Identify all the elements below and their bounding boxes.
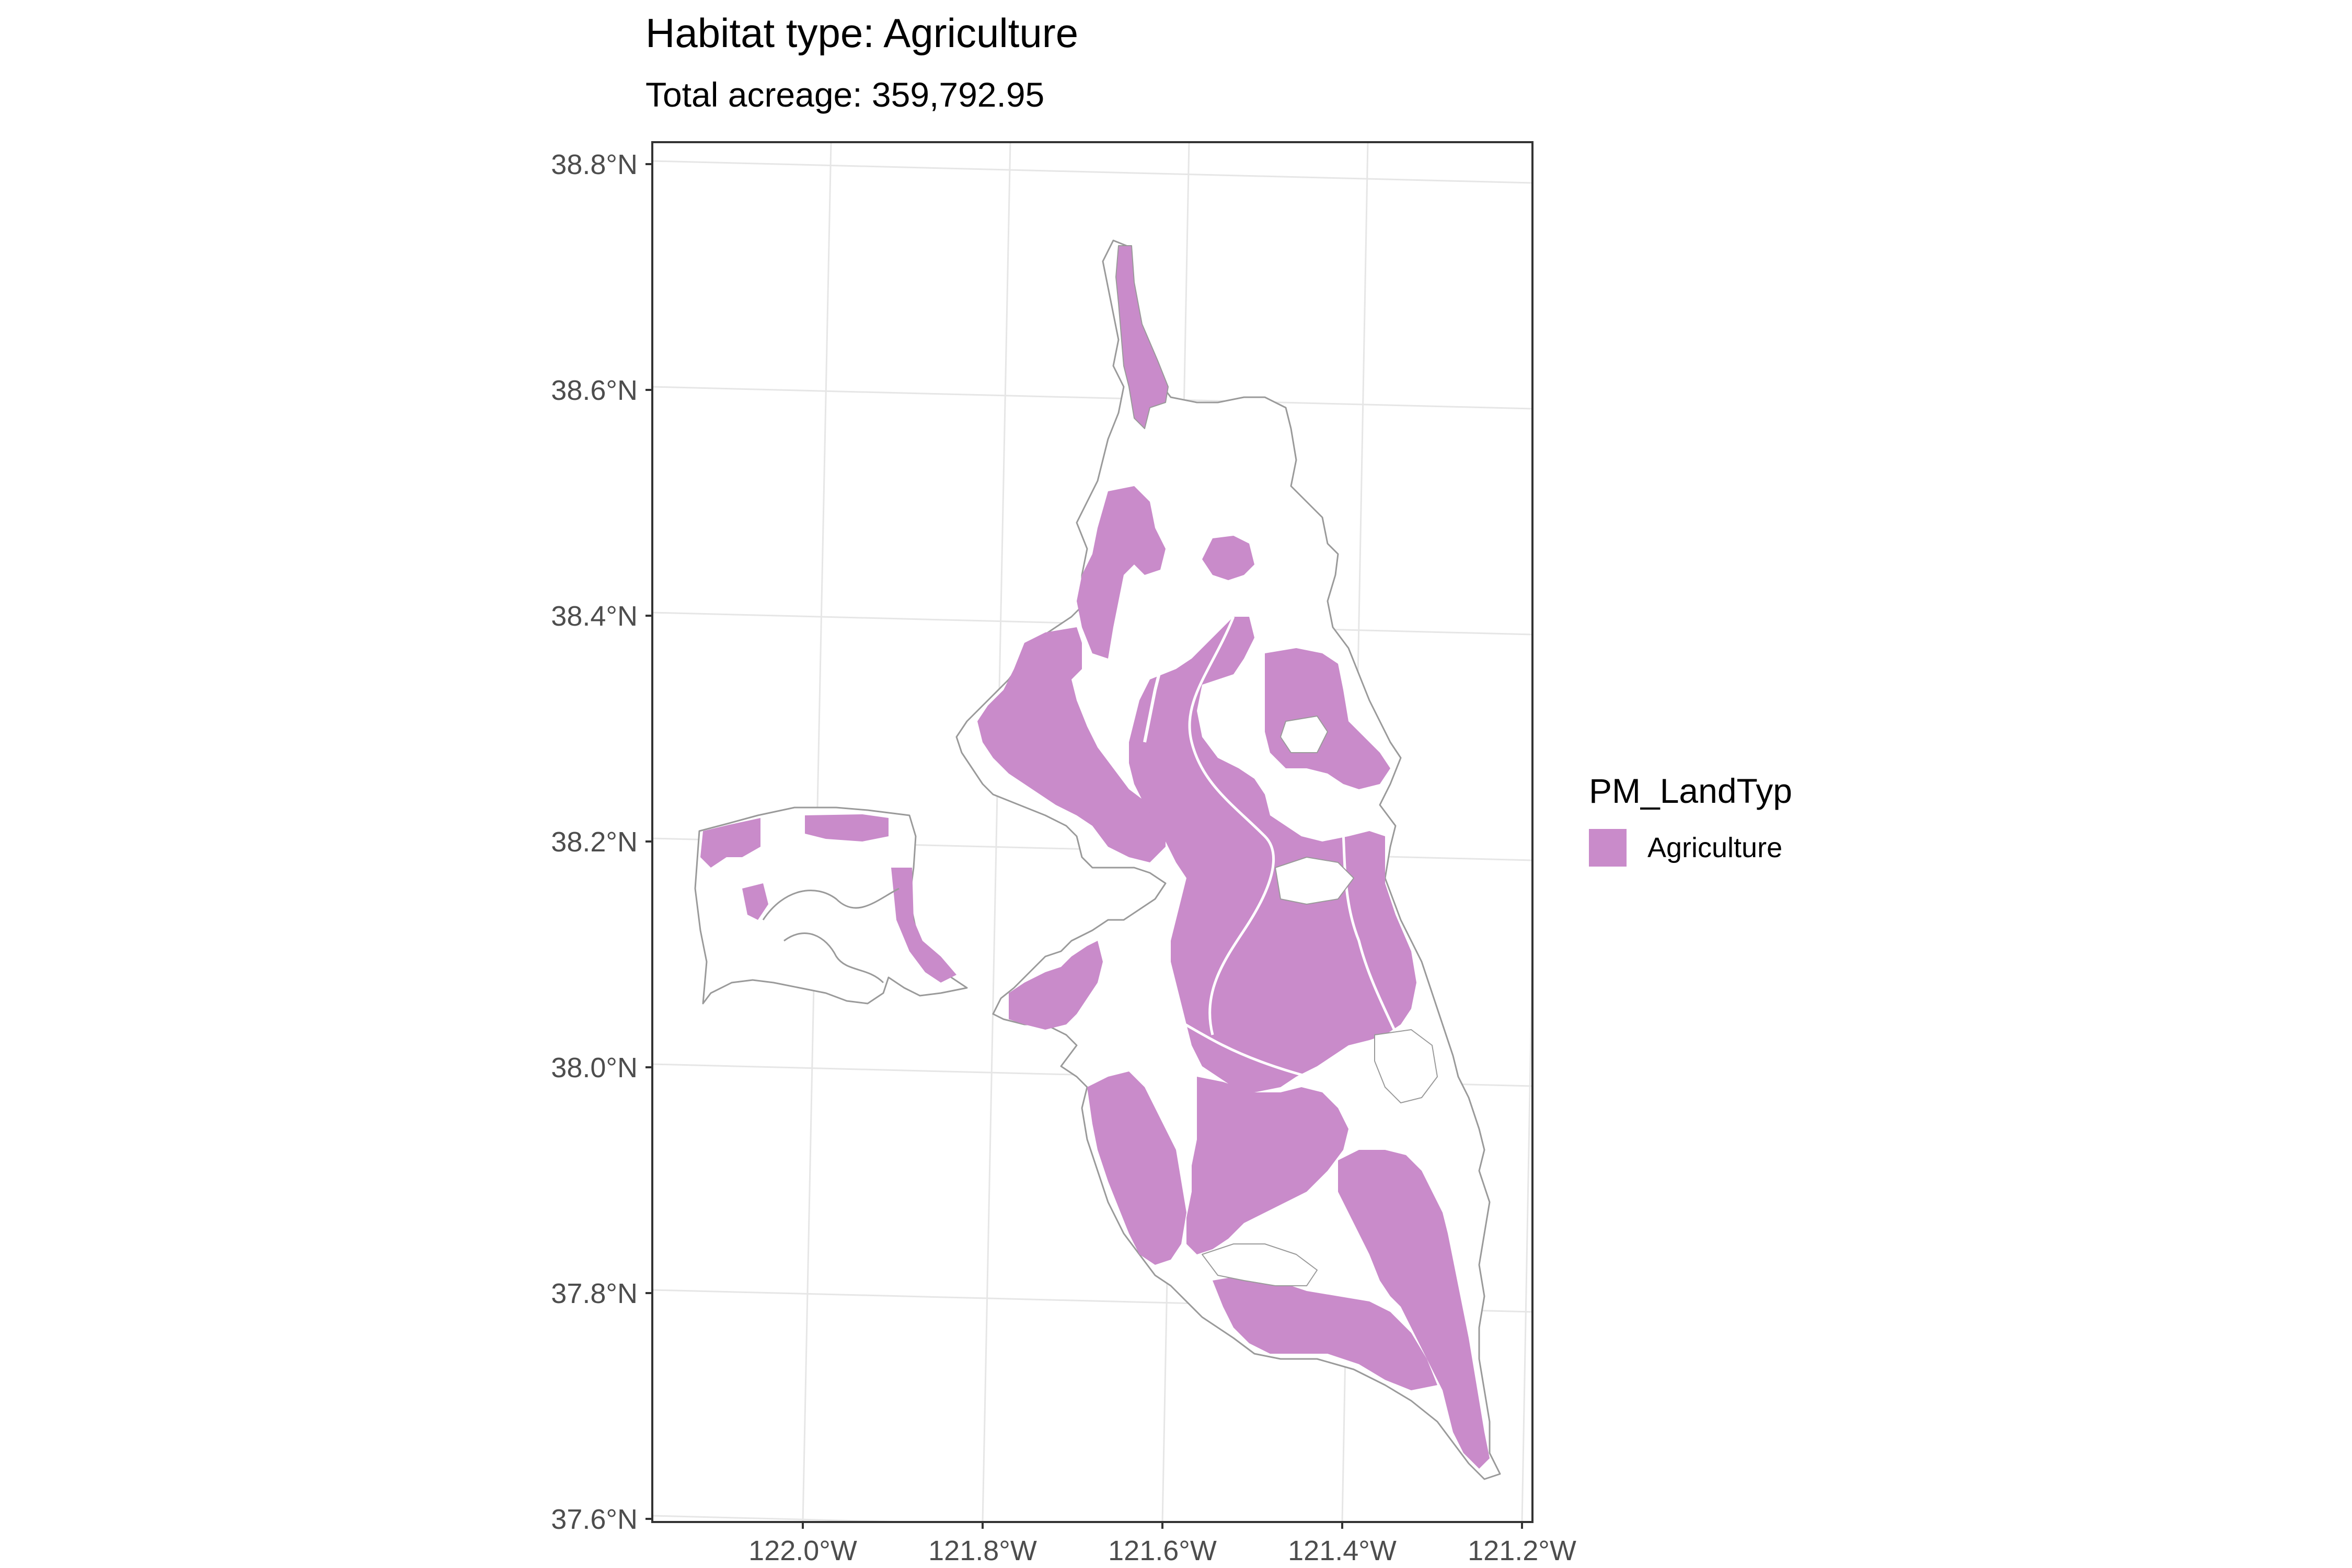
parallel-37-6 [652, 1515, 936, 1522]
x-tick-label: 121.8°W [928, 1535, 1037, 1566]
region-agriculture-suisun-west [742, 883, 768, 920]
region-agriculture-southern-arm [1213, 1275, 1437, 1390]
channel-cross [1097, 981, 1349, 1089]
y-tick-label: 38.0°N [551, 1052, 638, 1083]
y-tick-label: 37.8°N [551, 1278, 638, 1309]
region-hole-southeast [1374, 1029, 1438, 1103]
map-regions [694, 239, 1501, 1480]
map-title: Habitat type: Agriculture [645, 10, 1079, 56]
region-agriculture-north-strip [1115, 245, 1169, 429]
region-agriculture-suisun-east [891, 868, 956, 983]
channel-suisun-2 [783, 932, 884, 984]
y-tick-label: 38.6°N [551, 375, 638, 406]
y-tick-label: 38.8°N [551, 149, 638, 180]
map-legend: PM_LandTyp Agriculture [1589, 774, 1792, 867]
channel-river-east [1336, 783, 1413, 1067]
channel-river-main [1188, 616, 1275, 1035]
region-agriculture-south-west [1087, 1071, 1186, 1265]
region-agriculture-northeast [1202, 536, 1254, 580]
region-agriculture-suisun-mid [805, 814, 889, 841]
x-tick-label: 122.0°W [748, 1535, 857, 1566]
region-agriculture-northwest [1077, 486, 1166, 659]
x-tick-label: 121.4°W [1288, 1535, 1397, 1566]
region-agriculture-southeast [1338, 1150, 1490, 1469]
region-agriculture-west-lobe [977, 627, 1166, 862]
y-tick-label: 37.6°N [551, 1504, 638, 1535]
region-outline-suisun [694, 806, 968, 1005]
parallel-38-6 [652, 386, 1532, 410]
region-agriculture-east-upper [1265, 648, 1390, 789]
channel-deepwater [1143, 470, 1219, 743]
channel-suisun [762, 887, 900, 920]
map-panel-border [651, 141, 1534, 1523]
legend-item: Agriculture [1589, 829, 1792, 867]
map-subtitle: Total acreage: 359,792.95 [645, 75, 1045, 114]
legend-title: PM_LandTyp [1589, 771, 1792, 810]
region-hole-central-east [1280, 716, 1328, 753]
region-agriculture-suisun-north [700, 818, 760, 868]
legend-key-swatch [1589, 829, 1627, 867]
x-axis: 122.0°W 121.8°W 121.6°W 121.4°W 121.2°W [748, 1522, 1576, 1566]
y-tick-label: 38.4°N [551, 601, 638, 632]
meridian-121-2 [1521, 904, 1532, 1522]
region-hole-center [1275, 857, 1354, 905]
legend-item-label: Agriculture [1647, 832, 1783, 863]
x-tick-label: 121.6°W [1108, 1535, 1217, 1566]
region-hole-south [1202, 1243, 1318, 1286]
y-tick-label: 38.2°N [551, 826, 638, 858]
parallel-38-8 [652, 160, 1532, 184]
meridian-121-8 [982, 142, 1011, 1522]
region-agriculture-south-central [1186, 1077, 1348, 1254]
y-axis: 38.8°N 38.6°N 38.4°N 38.2°N 38.0°N 37.8°… [551, 149, 652, 1535]
region-agriculture-southwest [1009, 941, 1103, 1030]
x-tick-label: 121.2°W [1468, 1535, 1576, 1566]
